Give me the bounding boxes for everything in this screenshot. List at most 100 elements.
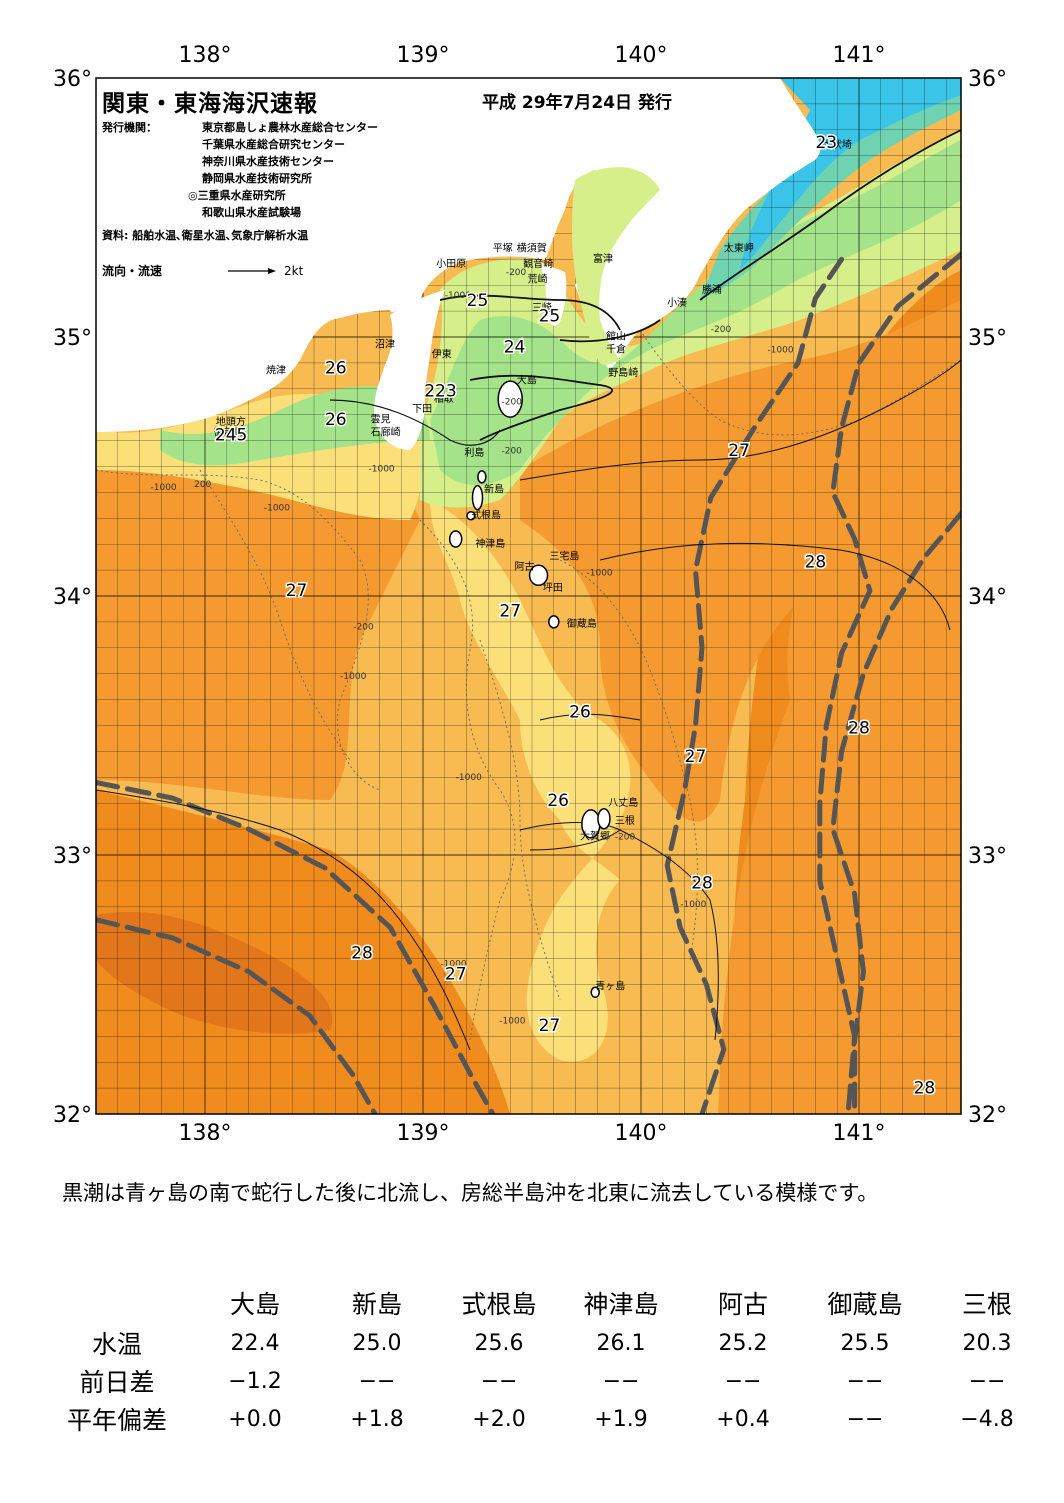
sea-patch-west bbox=[96, 440, 420, 800]
place-label: 阿古 bbox=[515, 560, 535, 573]
table-cell: −− bbox=[846, 1368, 884, 1394]
isotherm-label: 23 bbox=[815, 133, 837, 153]
depth-label: -1000 bbox=[369, 465, 395, 475]
depth-label: -200 bbox=[711, 325, 732, 335]
depth-label: -1000 bbox=[340, 672, 366, 682]
depth-label: -1000 bbox=[445, 291, 471, 301]
place-label: 地頭方 bbox=[216, 415, 246, 428]
place-label: 三根 bbox=[615, 814, 635, 827]
publisher-4: 静岡県水産技術研究所 bbox=[202, 172, 312, 185]
isotherm-label: 28 bbox=[691, 874, 713, 894]
sea-strip-west-24 bbox=[160, 386, 430, 466]
place-label: 坪田 bbox=[543, 581, 563, 594]
isotherm-line bbox=[329, 399, 501, 446]
table-cell: −− bbox=[480, 1368, 518, 1394]
sea-band-24 bbox=[430, 140, 961, 485]
axis-tick-labels: 138° 138° 139° 139° 140° 140° 141° 141° 36° 36° 35… bbox=[53, 43, 1007, 1140]
sea-patch-central bbox=[520, 300, 961, 822]
isotherm-label: 26 bbox=[325, 410, 347, 430]
place-label: 犬吠埼 bbox=[822, 138, 852, 151]
place-label: 大賀郷 bbox=[580, 829, 610, 842]
isotherm-line bbox=[96, 789, 471, 1051]
isotherm-label: 26 bbox=[325, 358, 347, 378]
isotherm-line bbox=[519, 822, 621, 851]
depth-label: 200 bbox=[194, 480, 211, 490]
place-label: 平塚 bbox=[493, 243, 513, 255]
depth-labels: -200 -200 -1000 -1000 -200 -200 -1000 200 -1000 -… bbox=[151, 268, 794, 1027]
place-label: 式根島 bbox=[471, 508, 501, 521]
publisher-list: 東京都島しょ農林水産総合センター 千葉県水産総合研究センター 神奈川県水産技術セ… bbox=[188, 119, 378, 221]
kuroshio-axis-2 bbox=[817, 251, 961, 1114]
lat-tick-label-right: 32° bbox=[968, 1103, 1007, 1128]
publisher-label: 発行機関： bbox=[102, 121, 157, 134]
island bbox=[528, 564, 549, 587]
lon-tick-label-bottom: 140° bbox=[615, 1121, 668, 1140]
depth-label: -200 bbox=[615, 832, 636, 842]
place-label: 御前崎 bbox=[214, 425, 244, 438]
island bbox=[497, 380, 523, 418]
table-cell: +0.4 bbox=[716, 1406, 770, 1432]
isotherm-line bbox=[469, 374, 614, 441]
table-cell: 25.2 bbox=[718, 1330, 768, 1356]
table-cell: −− bbox=[724, 1368, 762, 1394]
tokyo-bay-area bbox=[572, 167, 660, 365]
place-label: 野島崎 bbox=[608, 366, 638, 379]
sea-patch-warm-sw bbox=[96, 911, 333, 1034]
table-cell: 22.4 bbox=[230, 1330, 280, 1356]
depth-contour bbox=[479, 639, 561, 1001]
column-header: 阿古 bbox=[717, 1290, 768, 1319]
lon-tick-label-bottom: 141° bbox=[833, 1121, 886, 1140]
flow-scale-label: 2kt bbox=[284, 264, 304, 278]
isotherm-label: 28 bbox=[351, 944, 373, 964]
isotherm-label: 26 bbox=[547, 791, 569, 811]
land-honshu bbox=[96, 78, 821, 432]
lon-tick-label-bottom: 139° bbox=[397, 1121, 450, 1140]
depth-label: -1000 bbox=[456, 773, 482, 783]
table-cell: −− bbox=[846, 1406, 884, 1432]
table-cell: −− bbox=[358, 1368, 396, 1394]
row-label: 前日差 bbox=[79, 1368, 155, 1397]
publisher-1: 東京都島しょ農林水産総合センター bbox=[202, 121, 378, 134]
isotherm-label: 27 bbox=[539, 1016, 561, 1036]
lon-tick-label-top: 140° bbox=[615, 43, 668, 68]
column-header: 式根島 bbox=[461, 1290, 537, 1319]
lat-tick-label-left: 35° bbox=[53, 326, 92, 351]
isotherm-line bbox=[439, 294, 621, 331]
land-izu bbox=[374, 290, 445, 450]
depth-contour bbox=[419, 519, 516, 1041]
place-label: 雲見 bbox=[371, 413, 391, 425]
isotherm-label: 27 bbox=[286, 581, 308, 601]
column-header: 三根 bbox=[961, 1290, 1012, 1319]
place-label: 小湊 bbox=[667, 296, 687, 309]
kuroshio-axis-5 bbox=[96, 917, 378, 1114]
table-cell: −4.8 bbox=[960, 1406, 1014, 1432]
place-label: 観音崎 bbox=[523, 257, 553, 270]
place-label: 千倉 bbox=[606, 343, 626, 356]
kuroshio-axis-4 bbox=[96, 780, 496, 1114]
island bbox=[448, 530, 463, 548]
island bbox=[466, 510, 476, 521]
table-cell: 20.3 bbox=[962, 1330, 1012, 1356]
lon-tick-label-top: 141° bbox=[833, 43, 886, 68]
depth-label: -1000 bbox=[680, 900, 706, 910]
isotherm-label: 26 bbox=[569, 703, 591, 723]
isotherm-label: 27 bbox=[728, 441, 750, 461]
isotherm-label: 25 bbox=[539, 306, 561, 326]
place-label: 焼津 bbox=[266, 364, 286, 376]
table-cell: −1.2 bbox=[228, 1368, 282, 1394]
place-label: 勝浦 bbox=[702, 283, 722, 296]
isotherm-labels: 23 25 25 24 26 223 26 245 27 28 27 27 26 28 27 26 28 28 27… bbox=[213, 131, 936, 1099]
station-temperature-table: 大島 新島 式根島 神津島 阿古 御蔵島 三根 水温 22.4 25.0 25.… bbox=[40, 1282, 1048, 1438]
place-label: 石廊崎 bbox=[371, 425, 401, 438]
place-label: 大島 bbox=[517, 374, 537, 387]
table-row: 平年偏差 +0.0 +1.8 +2.0 +1.9 +0.4 −− −4.8 bbox=[40, 1400, 1048, 1438]
depth-label: -1000 bbox=[151, 483, 177, 493]
depth-label: -1000 bbox=[499, 1016, 525, 1026]
row-label: 平年偏差 bbox=[66, 1406, 167, 1435]
place-label: 利島 bbox=[464, 446, 484, 459]
column-header: 新島 bbox=[351, 1290, 402, 1319]
place-label: 伊東 bbox=[432, 348, 452, 361]
isotherm-label: 28 bbox=[914, 1078, 936, 1098]
place-label: 荒崎 bbox=[528, 273, 548, 286]
